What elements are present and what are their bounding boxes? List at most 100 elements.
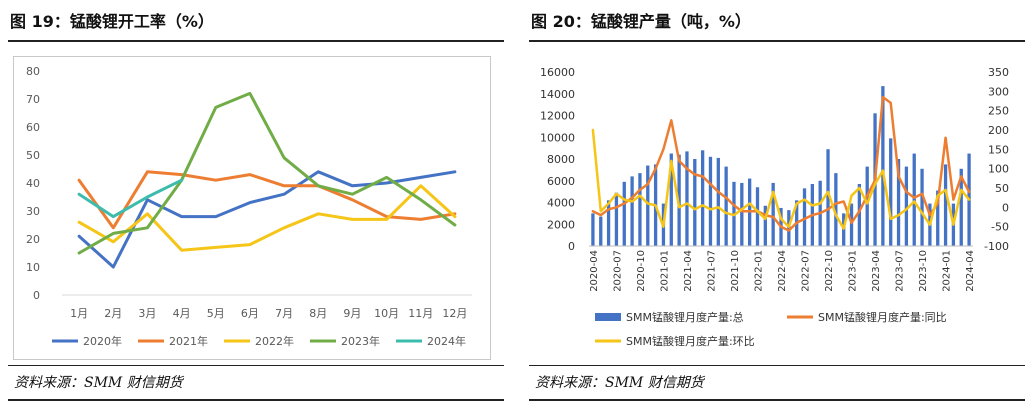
x-tick-label: 2022-01	[753, 250, 764, 292]
y-tick-label: 80	[26, 65, 40, 78]
x-tick-label: 2022-10	[824, 250, 835, 292]
production-bar	[771, 182, 775, 246]
y-tick-label: 50	[26, 149, 40, 162]
right-y-tick-label: -100	[984, 240, 1009, 253]
source-note: 资料来源：SMM 财信期货	[535, 375, 704, 391]
left-y-tick-label: 12000	[540, 110, 575, 123]
production-bar	[630, 176, 634, 246]
production-bar	[716, 157, 720, 246]
production-bar	[865, 166, 869, 246]
footer-rule	[529, 399, 1025, 401]
footer-rule	[8, 399, 504, 401]
legend-label: 2023年	[341, 334, 380, 348]
x-tick-label: 2020-10	[636, 250, 647, 292]
production-bar	[896, 159, 901, 246]
production-bar	[959, 168, 963, 246]
right-y-tick-label: 250	[988, 105, 1009, 118]
top-rule	[8, 40, 504, 42]
x-tick-label: 2020-04	[589, 250, 600, 292]
x-tick-label: 2月	[104, 307, 122, 320]
x-tick-label: 5月	[207, 307, 225, 320]
production-bar	[646, 165, 650, 246]
series-line	[591, 95, 971, 232]
legend-label: 2022年	[255, 334, 294, 348]
x-tick-label: 2022-04	[777, 250, 788, 292]
production-bar	[755, 187, 760, 246]
production-bar	[881, 86, 885, 246]
x-tick-label: 2024-04	[965, 250, 976, 292]
production-bar	[599, 216, 603, 246]
right-y-tick-label: 0	[1002, 201, 1009, 214]
production-bar	[943, 164, 948, 246]
y-tick-label: 30	[26, 205, 40, 218]
production-bar	[889, 138, 893, 246]
x-tick-label: 4月	[173, 307, 191, 320]
left-y-tick-label: 6000	[547, 175, 575, 188]
production-chart: 0 2000 4000 6000 8000 10000 12000 14000 16000 -10…	[527, 58, 1021, 358]
x-tick-label: 2024-01	[942, 250, 953, 292]
production-bar	[685, 151, 689, 246]
production-bar	[826, 149, 830, 246]
production-bar	[669, 153, 673, 246]
left-y-tick-label: 10000	[540, 131, 575, 144]
series-line	[77, 91, 457, 255]
left-y-tick-label: 16000	[540, 66, 575, 79]
production-bar	[724, 166, 728, 246]
figure-title: 图 20：锰酸锂产量（吨，%）	[531, 12, 751, 31]
x-tick-label: 2020-07	[612, 250, 623, 292]
source-note: 资料来源：SMM 财信期货	[14, 375, 183, 391]
series-line	[77, 178, 184, 219]
y-tick-label: 20	[26, 233, 40, 246]
y-tick-label: 0	[33, 289, 40, 302]
production-bar	[693, 159, 697, 246]
right-y-tick-label: 100	[988, 163, 1009, 176]
legend-label: SMM锰酸锂月度产量:总	[626, 310, 744, 324]
x-tick-label: 11月	[408, 307, 433, 320]
production-bar	[638, 173, 642, 246]
figure-title: 图 19：锰酸锂开工率（%）	[10, 12, 214, 31]
legend-label: 2020年	[83, 334, 122, 348]
production-bar	[740, 182, 744, 246]
y-tick-label: 70	[26, 93, 40, 106]
left-y-tick-label: 0	[568, 240, 575, 253]
production-bar	[787, 210, 791, 246]
y-tick-label: 10	[26, 261, 40, 274]
x-tick-label: 2021-07	[706, 250, 717, 292]
y-tick-label: 40	[26, 177, 40, 190]
production-bar	[904, 166, 909, 246]
right-y-tick-label: 150	[988, 143, 1009, 156]
x-tick-label: 2021-04	[683, 250, 694, 292]
x-tick-label: 3月	[138, 307, 156, 320]
y-tick-label: 60	[26, 121, 40, 134]
right-y-tick-label: 300	[988, 85, 1009, 98]
x-tick-label: 2021-10	[730, 250, 741, 292]
bottom-rule	[8, 365, 504, 366]
production-bar	[936, 190, 940, 246]
x-tick-label: 8月	[309, 307, 327, 320]
legend-swatch	[595, 313, 621, 321]
production-bar	[912, 153, 916, 246]
production-bar	[834, 173, 838, 246]
x-tick-label: 2023-01	[848, 250, 859, 292]
legend-label: SMM锰酸锂月度产量:环比	[626, 334, 755, 348]
production-chart-svg: 0200040006000800010000120001400016000-10…	[540, 66, 1009, 348]
left-y-tick-label: 4000	[547, 197, 575, 210]
x-tick-label: 2023-04	[871, 250, 882, 292]
production-bar	[802, 188, 807, 246]
x-tick-label: 10月	[374, 307, 399, 320]
production-bar	[614, 192, 619, 246]
legend-label: 2021年	[169, 334, 208, 348]
left-y-tick-label: 8000	[547, 153, 575, 166]
operating-rate-chart-svg: 0 10 20 30 40 50 60 70 80 1月 2月 3月 4月 5月 6月 7月 8月 9月 10月 11…	[26, 65, 472, 348]
operating-rate-chart: 0 10 20 30 40 50 60 70 80 1月 2月 3月 4月 5月 6月 7月 8月 9月 10月 11…	[13, 56, 491, 360]
production-bar	[622, 181, 626, 246]
series-line	[77, 170, 457, 230]
x-tick-label: 2021-01	[659, 250, 670, 292]
series-line	[591, 128, 971, 230]
right-y-tick-label: 200	[988, 124, 1009, 137]
left-y-tick-label: 2000	[547, 218, 575, 231]
x-tick-label: 2022-07	[801, 250, 812, 292]
left-y-tick-label: 14000	[540, 88, 575, 101]
production-bar	[591, 213, 595, 246]
right-y-tick-label: 350	[988, 66, 1009, 79]
